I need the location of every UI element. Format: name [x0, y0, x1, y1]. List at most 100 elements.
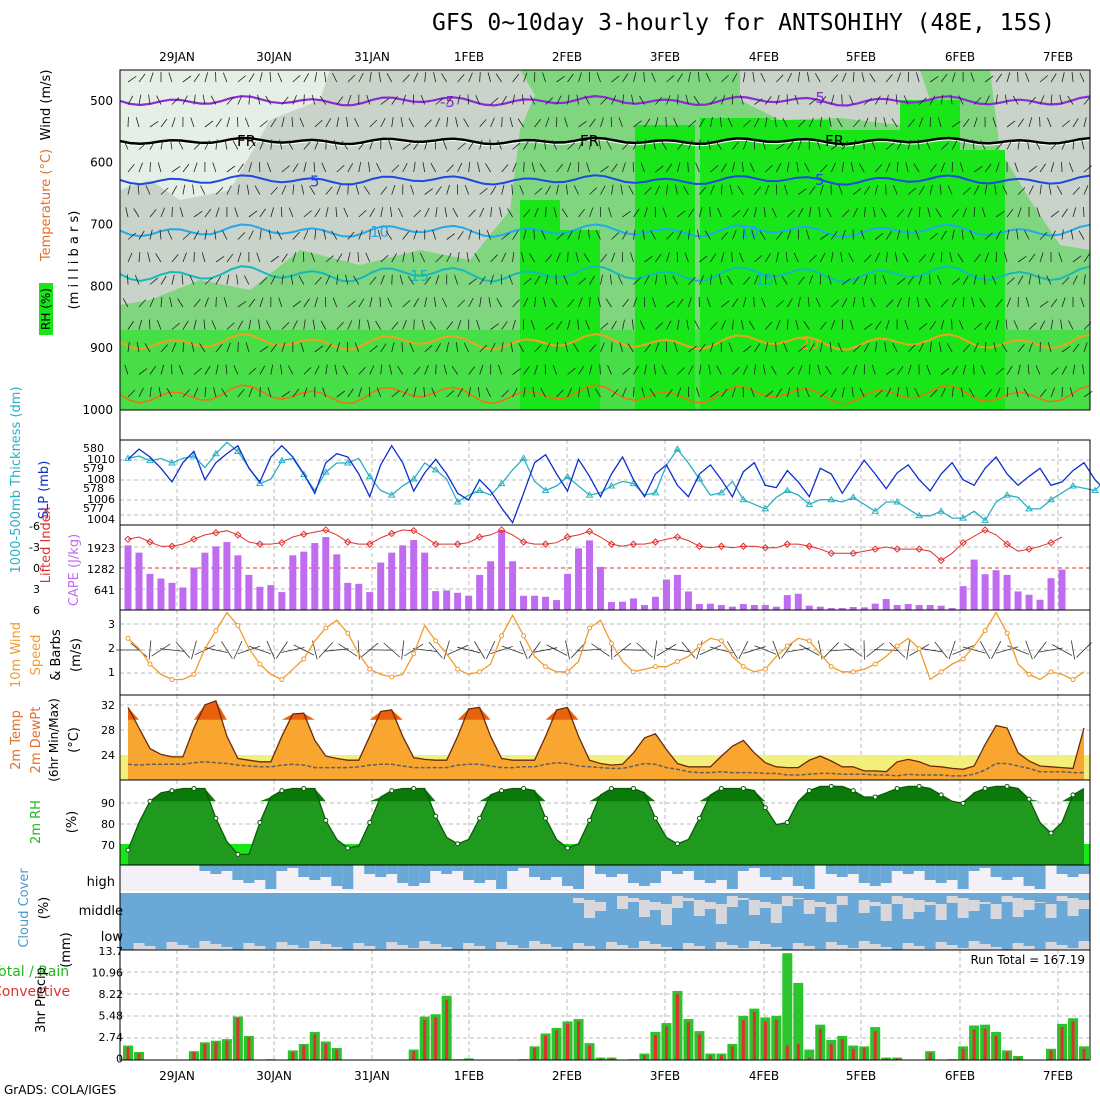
cape-bar: [893, 605, 901, 610]
wind-barb: [270, 186, 278, 195]
wind-barb: [523, 387, 526, 398]
wind10-barb: [401, 640, 405, 660]
wind-barb: [940, 73, 948, 83]
wind-barb: [830, 231, 838, 240]
wind-barb: [1072, 343, 1080, 353]
wind-barb: [742, 139, 748, 150]
wind-barb: [726, 275, 733, 285]
wind-barb: [732, 210, 741, 218]
wind-barb: [468, 229, 472, 240]
wind10-barb: [357, 640, 360, 660]
wind-barb: [160, 364, 165, 375]
wind-barb: [149, 297, 155, 308]
wind-barb: [739, 252, 744, 263]
li-point: [453, 540, 462, 548]
cloud-low-gap: [715, 942, 727, 950]
wind-barb: [776, 74, 784, 83]
wind-barb: [543, 139, 546, 150]
wind-barb: [852, 188, 862, 195]
wind-barb: [687, 161, 689, 173]
wind-barb: [215, 364, 219, 375]
wind-barb: [1039, 252, 1044, 263]
cape-tick: 1282: [87, 563, 115, 576]
wind-barb: [369, 72, 372, 83]
wind-barb: [918, 97, 927, 105]
cape-bar: [421, 552, 429, 610]
wind-barb: [807, 297, 810, 308]
cloud-low-gap: [199, 941, 211, 950]
wind-barb: [589, 139, 592, 150]
wind-barb: [776, 143, 785, 150]
cloud-low-gap: [298, 948, 310, 950]
date-label-bottom: 30JAN: [256, 1069, 292, 1083]
wind-barb: [622, 210, 631, 218]
wind-barb: [523, 229, 527, 240]
wind-barb: [1083, 342, 1088, 353]
cape-bar: [498, 530, 506, 610]
wind-barb: [1060, 319, 1063, 330]
wind-barb: [970, 72, 975, 83]
wind-barb: [298, 275, 305, 285]
wind-barb: [969, 230, 975, 240]
precip-conv-bar: [763, 1021, 767, 1060]
wind10-barb: [830, 648, 855, 652]
wind-barb: [171, 185, 178, 195]
wind-barb: [292, 95, 297, 105]
li-point: [519, 538, 528, 546]
wind-barb: [683, 185, 689, 195]
wind-barb: [358, 366, 366, 375]
wind-barb: [193, 73, 200, 83]
wind-barb: [204, 297, 209, 308]
rh2m-point: [872, 794, 878, 800]
cloud-low-gap: [660, 947, 672, 950]
li-point: [651, 538, 660, 546]
cape-bar: [882, 599, 890, 610]
wind-barb: [937, 117, 942, 128]
cape-bar: [717, 605, 725, 610]
precip-conv-bar: [609, 1058, 613, 1060]
wind-barb: [254, 185, 261, 195]
wind-barb: [874, 117, 877, 128]
wind-barb: [441, 73, 448, 83]
wind-barb: [980, 140, 986, 150]
cape-bar: [684, 591, 692, 610]
wind-barb: [193, 367, 202, 375]
wind-barb: [600, 342, 605, 353]
rh2m-point: [367, 820, 373, 825]
cloud-high-bar: [408, 865, 420, 886]
wind-barb: [378, 72, 382, 83]
wind-barb: [871, 364, 876, 375]
wind-barb: [347, 94, 352, 105]
wind-barb: [784, 184, 788, 195]
wind-barb: [674, 342, 678, 353]
li-point: [805, 542, 813, 550]
wind-barb: [710, 253, 717, 263]
cloud-mid-gap: [858, 900, 870, 913]
wind-barb: [622, 319, 625, 330]
wind-barb: [259, 365, 266, 375]
wind-barb: [830, 74, 839, 83]
li-point: [497, 526, 506, 534]
wind-barb: [577, 319, 579, 330]
cloud-high-bar: [605, 865, 617, 877]
wind-barb: [248, 162, 253, 173]
precip-conv-bar: [928, 1052, 932, 1060]
wind10-barb: [237, 645, 261, 655]
cloud-high-bar: [693, 865, 705, 880]
wind-barb: [402, 320, 407, 330]
wind-barb: [380, 117, 386, 128]
li-tick: 3: [33, 583, 40, 596]
wind10-barb: [1033, 641, 1047, 659]
wind-barb: [490, 185, 497, 195]
wind-barb: [479, 119, 487, 128]
wind-barb: [400, 117, 404, 128]
wind10-barb: [204, 646, 228, 654]
wind-barb: [786, 387, 791, 398]
wind-barb: [1039, 300, 1049, 308]
wind-barb: [819, 184, 824, 195]
wind-barb: [842, 278, 851, 285]
wind10-panel-frame: [119, 609, 1091, 696]
cloud-low-gap: [364, 946, 376, 950]
wind-barb: [709, 274, 712, 285]
rh2m-point: [960, 800, 966, 806]
